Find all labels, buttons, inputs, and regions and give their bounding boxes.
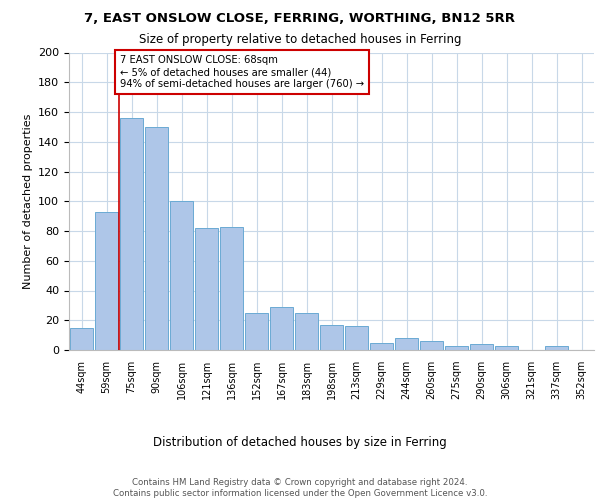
Bar (345, 326, 368, 350)
Bar (220, 226, 243, 350)
Bar (320, 324, 343, 350)
Bar (95, 212, 118, 350)
Bar (420, 341, 443, 350)
Bar (370, 342, 393, 350)
Bar (120, 118, 143, 350)
Bar (495, 346, 518, 350)
Bar (295, 313, 318, 350)
Bar (395, 338, 418, 350)
Bar (145, 127, 168, 350)
Text: Contains HM Land Registry data © Crown copyright and database right 2024.
Contai: Contains HM Land Registry data © Crown c… (113, 478, 487, 498)
Bar (70, 328, 93, 350)
Bar (545, 346, 568, 350)
Bar (445, 346, 468, 350)
Text: Distribution of detached houses by size in Ferring: Distribution of detached houses by size … (153, 436, 447, 449)
Text: Size of property relative to detached houses in Ferring: Size of property relative to detached ho… (139, 32, 461, 46)
Bar (195, 228, 218, 350)
Bar (470, 344, 493, 350)
Y-axis label: Number of detached properties: Number of detached properties (23, 114, 32, 289)
Bar (170, 201, 193, 350)
Text: 7 EAST ONSLOW CLOSE: 68sqm
← 5% of detached houses are smaller (44)
94% of semi-: 7 EAST ONSLOW CLOSE: 68sqm ← 5% of detac… (120, 56, 364, 88)
Text: 7, EAST ONSLOW CLOSE, FERRING, WORTHING, BN12 5RR: 7, EAST ONSLOW CLOSE, FERRING, WORTHING,… (85, 12, 515, 26)
Bar (245, 313, 268, 350)
Bar (270, 307, 293, 350)
